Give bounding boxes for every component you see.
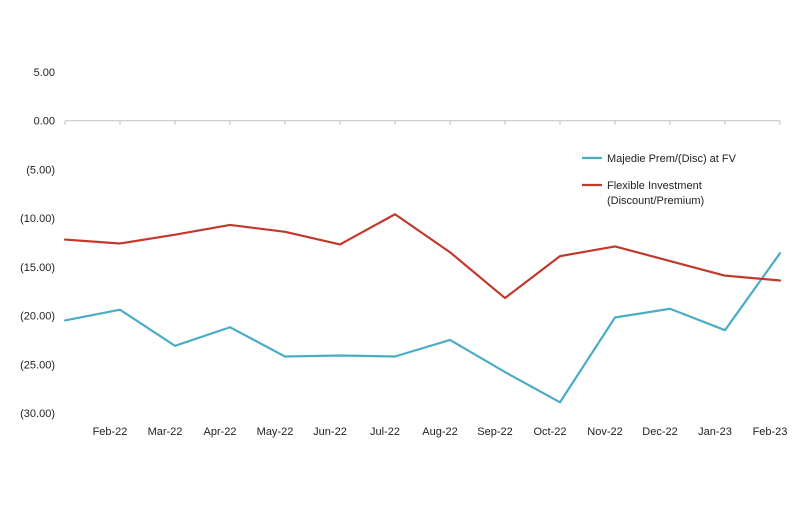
y-tick-label: (15.00)	[20, 262, 55, 274]
x-tick-label: Oct-22	[533, 426, 566, 438]
y-tick-label: (10.00)	[20, 213, 55, 225]
x-tick-label: Apr-22	[203, 426, 236, 438]
x-tick-label: Feb-23	[753, 426, 788, 438]
x-tick-label: Jul-22	[370, 426, 400, 438]
x-tick-label: Dec-22	[642, 426, 677, 438]
x-tick-label: Aug-22	[422, 426, 457, 438]
x-tick-label: Jun-22	[313, 426, 347, 438]
y-tick-label: (25.00)	[20, 359, 55, 371]
y-tick-label: (30.00)	[20, 408, 55, 420]
legend: Majedie Prem/(Disc) at FV Flexible Invest…	[582, 153, 737, 207]
series-lines	[63, 213, 782, 404]
legend-label: Majedie Prem/(Disc) at FV	[607, 153, 737, 165]
x-tick-label: Feb-22	[93, 426, 128, 438]
x-tick-label: Mar-22	[148, 426, 183, 438]
y-tick-label: (5.00)	[26, 164, 55, 176]
x-tick-label: Sep-22	[477, 426, 512, 438]
legend-label: Flexible Investment	[607, 180, 702, 192]
x-axis	[64, 120, 781, 125]
y-tick-label: (20.00)	[20, 311, 55, 323]
x-axis-tick-labels: Feb-22 Mar-22 Apr-22 May-22 Jun-22 Jul-22 Aug-…	[93, 426, 788, 438]
y-axis-tick-labels: 5.00 0.00 (5.00) (10.00) (15.00) (20.00) (25.0…	[20, 67, 55, 420]
series-line-1	[63, 252, 782, 404]
series-line-2	[63, 213, 782, 300]
y-tick-label: 0.00	[34, 116, 55, 128]
x-tick-label: May-22	[257, 426, 294, 438]
x-tick-label: Nov-22	[587, 426, 622, 438]
y-tick-label: 5.00	[34, 67, 55, 79]
x-tick-label: Jan-23	[698, 426, 732, 438]
legend-label: (Discount/Premium)	[607, 195, 704, 207]
